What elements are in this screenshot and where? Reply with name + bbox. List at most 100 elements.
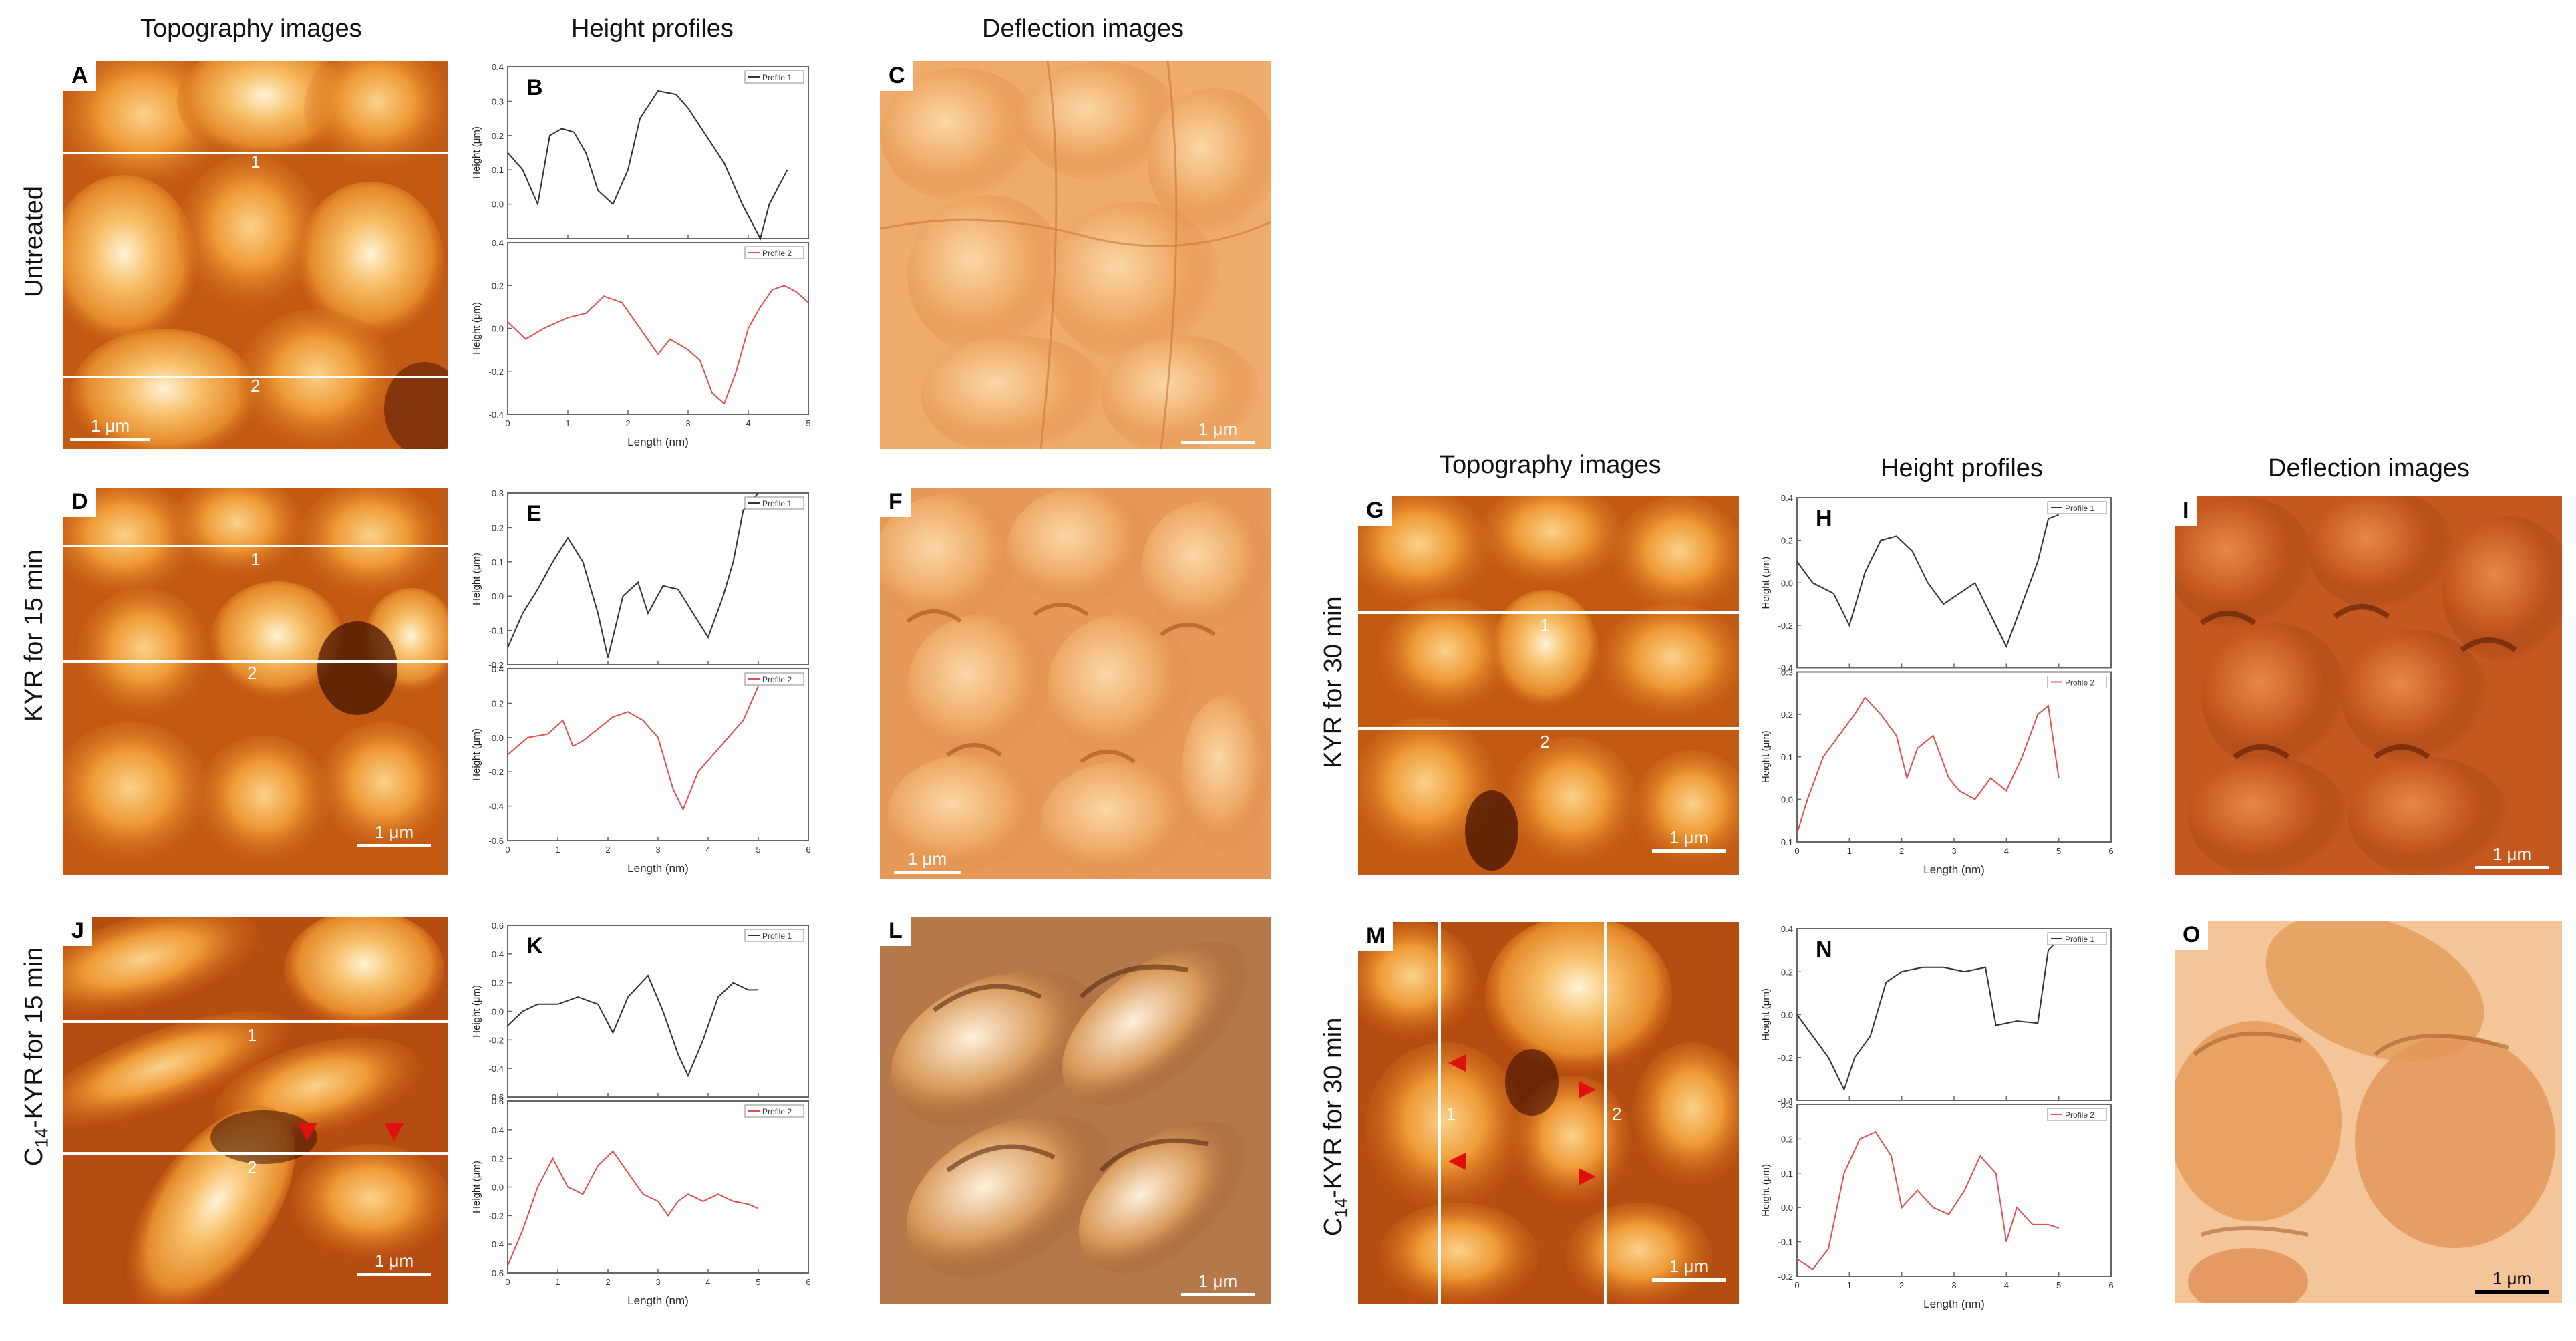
scale-bar: 1 μm [70,416,150,441]
row-label-untreated: Untreated [20,186,48,297]
y-tick-label: 0.3 [1781,1100,1793,1110]
y-tick-label: 0.4 [492,664,504,674]
x-tick-label: 4 [705,845,710,855]
x-tick-label: 4 [2004,846,2009,856]
row-label-kyr30: KYR for 30 min [1319,596,1347,768]
y-tick-label: 0.6 [492,1096,504,1106]
x-tick-label: 0 [505,1277,510,1287]
scale-bar: 1 μm [1652,1256,1726,1282]
topography-image [63,61,448,449]
col-header-height-left: Height profiles [571,15,734,43]
scale-bar: 1 μm [357,822,431,847]
panel-l-deflection-c14-kyr15: L 1 μm [880,917,1271,1304]
y-tick-label: -0.6 [489,1092,504,1102]
series-line [1796,939,2060,1092]
x-tick-label: 5 [756,1277,760,1287]
y-tick-label: 0.2 [1781,1134,1793,1144]
y-axis-label: Height (μm) [471,126,482,179]
panel-letter: K [526,933,543,959]
deflection-image [880,61,1271,449]
subplot-1: 0.0 0.1 0.2 0.3 0.4 Height (μm) Profile 1 [471,62,809,241]
series-line [507,285,809,405]
x-tick-label: 2 [605,845,610,855]
panel-letter-c: C [880,61,913,91]
scale-bar: 1 μm [1181,419,1255,444]
legend-box [744,246,804,259]
red-arrow-marker [384,1123,404,1141]
legend-label: Profile 2 [2065,1110,2094,1120]
x-axis-label: Length (nm) [627,862,689,875]
y-tick-label: 0.6 [492,921,504,931]
panel-letter-d: D [63,488,96,517]
x-tick-label: 1 [1847,846,1852,856]
x-tick-label: 0 [505,418,510,428]
x-tick-label: 1 [1847,1280,1852,1290]
panel-o-deflection-c14-kyr30: O 1 μm [2175,921,2562,1303]
legend-box [2047,1108,2107,1121]
panel-letter-l: L [880,917,911,946]
height-profile-chart: -0.6 -0.4 -0.2 0.0 0.2 0.4 0.6 Height (μm) Profi… [471,921,811,1307]
x-axis-label: Length (nm) [1923,1298,1985,1310]
legend-label: Profile 1 [762,499,792,508]
x-tick-label: 2 [1899,1280,1904,1290]
plot-frame [507,1100,809,1274]
plot-frame [507,242,809,415]
x-tick-label: 3 [685,418,690,428]
scale-bar: 1 μm [1652,827,1726,853]
scale-bar: 1 μm [894,849,961,874]
y-axis-label: Height (μm) [471,1161,482,1213]
y-tick-label: 0.2 [492,131,504,141]
plot-frame [1796,497,2112,669]
x-tick-label: 6 [806,1277,810,1287]
row-label-c14-30: C14-KYR for 30 min [1319,1017,1351,1236]
x-tick-label: 5 [2056,846,2061,856]
y-axis-label: Height (μm) [471,302,482,355]
x-tick-label: 6 [806,845,810,855]
series-line [507,686,759,812]
y-tick-label: 0.4 [1781,493,1793,503]
profile-line-1 [1358,611,1739,614]
y-tick-label: 0.0 [492,1183,504,1193]
legend-label: Profile 1 [762,73,792,82]
y-tick-label: -0.1 [1778,837,1793,847]
x-tick-label: 2 [625,418,630,428]
x-tick-label: 3 [655,1277,660,1287]
x-tick-label: 0 [505,845,510,855]
col-header-topography-right: Topography images [1440,451,1661,479]
panel-m-topography-c14-kyr30: M 1 2 1 μm [1358,922,1739,1304]
y-tick-label: 0.0 [492,324,504,334]
y-tick-label: 0.2 [1781,536,1793,546]
x-tick-label: 1 [555,1277,560,1287]
panel-j-topography-c14-kyr15: J 1 2 1 μm [63,917,448,1304]
y-tick-label: 0.4 [1781,924,1793,934]
row-label-c14-15: C14-KYR for 15 min [20,947,52,1166]
legend-label: Profile 2 [2065,678,2094,688]
profile-line-2 [63,1152,448,1155]
red-arrow-marker [1448,1054,1466,1072]
profile-line-number-2: 2 [251,376,261,396]
y-tick-label: 0.3 [492,488,504,498]
y-tick-label: -0.2 [489,1035,504,1045]
topography-image [1358,496,1739,875]
plot-frame [507,668,809,841]
plot-frame [507,492,809,665]
legend-label: Profile 2 [762,1107,792,1116]
x-tick-label: 4 [746,418,750,428]
subplot-1: -0.4 -0.2 0.0 0.2 0.4 Height (μm) Profile 1 [1760,493,2112,674]
subplot-1: -0.2 -0.1 0.0 0.1 0.2 0.3 Height (μm) Profile 1 [471,488,809,670]
scale-bar: 1 μm [2475,844,2549,869]
red-arrow-marker [1448,1153,1466,1170]
y-tick-label: 0.0 [1781,794,1793,804]
red-arrow-marker [1579,1168,1596,1185]
panel-letter-f: F [880,488,911,517]
y-tick-label: -0.2 [1778,621,1793,631]
plot-frame [1796,671,2112,843]
profile-line-number-2: 2 [247,663,257,683]
scale-bar: 1 μm [2475,1268,2549,1294]
y-tick-label: 0.2 [492,1154,504,1164]
panel-letter: N [1816,937,1832,962]
x-tick-label: 2 [1899,846,1904,856]
scale-bar: 1 μm [357,1251,431,1276]
panel-letter-a: A [63,61,96,91]
